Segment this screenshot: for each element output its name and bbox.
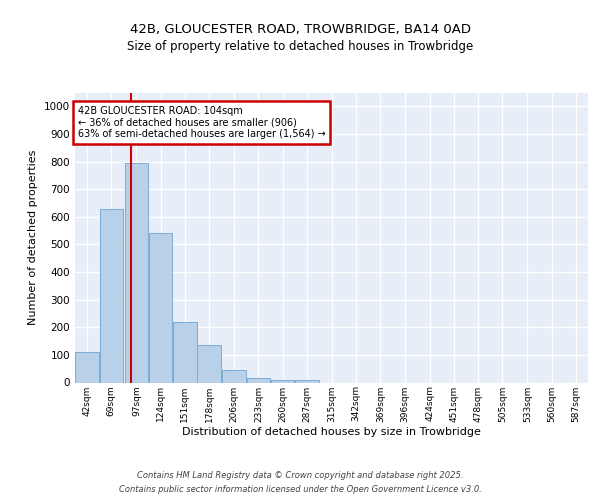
Bar: [173, 322, 197, 382]
Bar: [271, 380, 295, 382]
Text: Contains public sector information licensed under the Open Government Licence v3: Contains public sector information licen…: [119, 486, 481, 494]
Text: Contains HM Land Registry data © Crown copyright and database right 2025.: Contains HM Land Registry data © Crown c…: [137, 472, 463, 480]
Bar: [295, 380, 319, 382]
Bar: [149, 234, 172, 382]
Text: 42B GLOUCESTER ROAD: 104sqm
← 36% of detached houses are smaller (906)
63% of se: 42B GLOUCESTER ROAD: 104sqm ← 36% of det…: [77, 106, 325, 139]
Text: 42B, GLOUCESTER ROAD, TROWBRIDGE, BA14 0AD: 42B, GLOUCESTER ROAD, TROWBRIDGE, BA14 0…: [130, 22, 470, 36]
Bar: [197, 345, 221, 383]
X-axis label: Distribution of detached houses by size in Trowbridge: Distribution of detached houses by size …: [182, 427, 481, 437]
Y-axis label: Number of detached properties: Number of detached properties: [28, 150, 38, 325]
Text: Size of property relative to detached houses in Trowbridge: Size of property relative to detached ho…: [127, 40, 473, 53]
Bar: [125, 163, 148, 382]
Bar: [247, 378, 270, 382]
Bar: [76, 352, 99, 382]
Bar: [223, 370, 246, 382]
Bar: [100, 208, 123, 382]
